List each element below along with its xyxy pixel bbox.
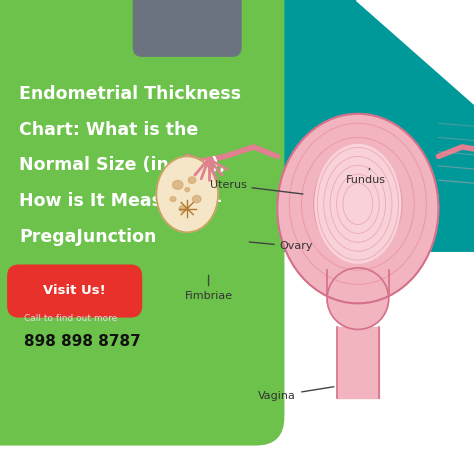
FancyBboxPatch shape (133, 0, 242, 57)
Text: Endometrial Thickness: Endometrial Thickness (19, 85, 241, 103)
Text: Fimbriae: Fimbriae (184, 275, 233, 301)
Text: Ovary: Ovary (249, 241, 313, 252)
Ellipse shape (192, 195, 201, 203)
Text: Visit Us!: Visit Us! (43, 284, 106, 297)
Ellipse shape (170, 197, 176, 201)
FancyBboxPatch shape (0, 0, 284, 446)
Ellipse shape (327, 268, 389, 329)
Text: 898 898 8787: 898 898 8787 (24, 334, 140, 349)
Text: Chart: What is the: Chart: What is the (19, 121, 198, 139)
Ellipse shape (277, 114, 438, 303)
Text: Uterus: Uterus (210, 180, 303, 194)
Text: Call to find out more: Call to find out more (24, 314, 117, 323)
Ellipse shape (173, 181, 183, 189)
Text: Normal Size (in mm),: Normal Size (in mm), (19, 156, 226, 174)
Ellipse shape (315, 145, 401, 263)
Ellipse shape (156, 156, 218, 232)
Text: Vagina: Vagina (258, 387, 334, 401)
Ellipse shape (179, 206, 186, 211)
Polygon shape (327, 270, 389, 296)
Polygon shape (356, 0, 474, 104)
Text: How is It Measured –: How is It Measured – (19, 192, 222, 210)
Polygon shape (118, 0, 474, 237)
Polygon shape (128, 0, 474, 251)
Ellipse shape (188, 177, 196, 183)
Polygon shape (337, 327, 379, 398)
Text: Fundus: Fundus (346, 168, 386, 185)
FancyBboxPatch shape (7, 264, 142, 318)
Ellipse shape (185, 188, 190, 191)
Text: PregaJunction: PregaJunction (19, 228, 156, 246)
